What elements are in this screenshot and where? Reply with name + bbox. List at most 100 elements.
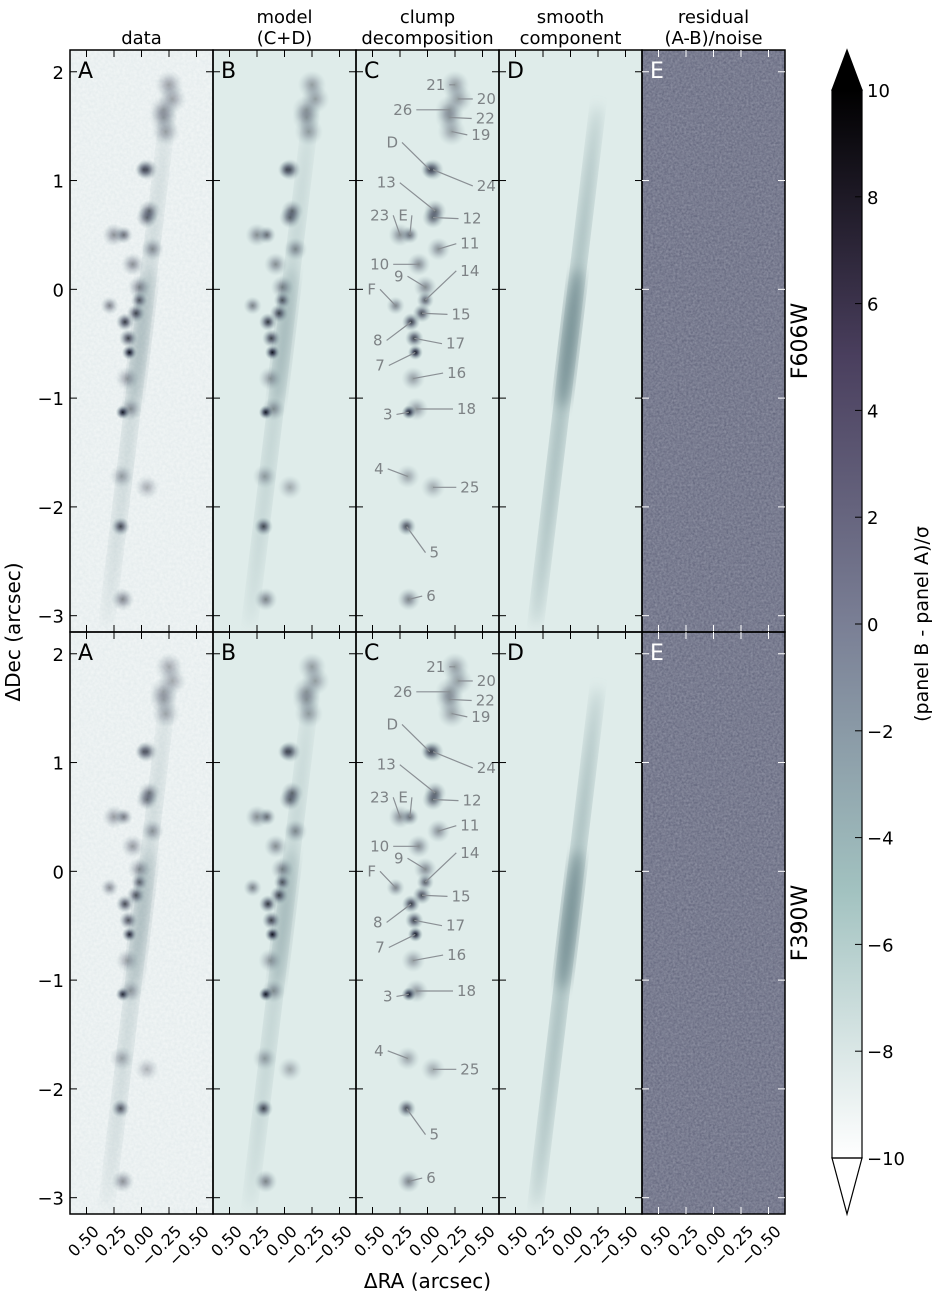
clump-leader-line [421,312,448,315]
clump-5 [397,517,416,536]
clump-leader-line [409,797,413,817]
filter-label: F390W [788,885,813,962]
clump-13 [137,199,161,223]
colorbar-tick-label: 8 [867,188,878,209]
clump-label: 10 [370,255,389,273]
clump-leader-line [386,903,412,923]
clump-17 [262,911,281,930]
clump-15 [126,885,146,905]
clump-leader-line [451,713,468,718]
panel-letter: B [221,59,236,84]
clump-6 [111,1169,135,1193]
clump-e [115,226,133,244]
clump-26 [148,677,179,707]
panel-b-f390w [213,632,356,1214]
clump-label: 17 [446,335,465,353]
colorbar-tick-label: −10 [867,1149,905,1170]
clump-25 [277,475,303,500]
clump-leader-line [401,142,431,171]
clump-label: 5 [430,1126,440,1144]
clump-11 [283,237,308,261]
panel-c-f606w: 3 4 5 6 7 8 9 10 11 12 13 14 15 16 17 18 19 20 21 22 23 24 25 2… [356,50,499,632]
clump-7 [121,926,137,942]
clump-label: 6 [426,1169,436,1187]
clump-label: 17 [446,917,465,935]
colorbar-tick-label: −6 [867,935,894,956]
clump-leader-line [401,724,431,753]
clump-5 [111,1099,130,1118]
colorbar-tick-label: 2 [867,508,878,529]
clump-leader-line [421,894,448,897]
clump-label: 23 [370,206,389,224]
clump-leader-line [438,243,457,250]
clump-16 [401,948,426,973]
clump-label: 9 [394,849,404,867]
x-axis-label: ΔRA (arcsec) [364,1269,491,1293]
clump-7 [121,344,137,360]
clump-6 [254,1169,278,1193]
y-tick-label: 0 [53,862,64,883]
clump-4 [252,464,277,489]
clump-18 [118,397,143,421]
clump-leader-line [387,1050,408,1059]
panel-letter: C [364,59,379,84]
clump-9 [127,275,151,299]
clump-17 [119,911,138,930]
colorbar: 10 8 6 4 2 0 −2 −4 −6 −8 −10 (panel B - panel A)/σ [831,48,933,1217]
clump-4 [109,464,134,489]
clump-label: E [398,788,407,806]
clump-leader-line [379,870,397,889]
filter-label: F606W [788,303,813,380]
clump-e [258,808,276,826]
clump-label: 11 [460,235,479,253]
clump-13 [280,199,304,223]
clump-16 [258,366,283,391]
clump-leader-line [424,852,457,883]
clump-9 [127,857,151,881]
smooth-core [557,268,583,408]
clump-label: 18 [457,400,476,418]
clump-5 [111,517,130,536]
clump-label: 8 [373,913,383,931]
column-title: data [121,28,162,49]
clump-label: 15 [452,305,471,323]
clump-label: 8 [373,331,383,349]
clump-label: 19 [471,126,490,144]
clump-26 [291,677,322,707]
clump-leader-line [432,169,474,187]
clump-f [100,296,119,315]
clump-label: 21 [426,76,445,94]
panel-letter: A [78,59,93,84]
clump-17 [119,329,138,348]
column-title: model [256,7,312,28]
noise-texture [642,632,785,1214]
clump-5 [254,517,273,536]
y-tick-label: −2 [37,498,64,519]
clump-label: 19 [471,708,490,726]
y-tick-label: 1 [53,754,64,775]
clump-9 [270,857,294,881]
clump-label: 15 [452,887,471,905]
y-tick-label: −3 [37,607,64,628]
panel-letter: E [650,641,664,666]
clump-17 [262,329,281,348]
clump-5 [397,1099,416,1118]
clump-7 [264,344,280,360]
clump-label: 3 [383,987,393,1005]
clump-leader-line [396,993,409,998]
column-title: smooth [537,7,604,28]
clump-25 [134,1057,160,1082]
clump-label: 5 [430,544,440,562]
clump-13 [137,781,161,805]
clump-label: 13 [377,174,396,192]
clump-label: 12 [463,210,482,228]
clump-label: D [386,715,398,733]
column-title: residual [678,7,749,28]
panel-grid: 3 4 5 6 7 8 9 10 11 12 13 14 15 16 17 18 19 20 21 22 23 24 25 2… [70,50,785,1214]
clump-leader-line [396,411,409,416]
clump-label: 6 [426,587,436,605]
clump-label: 11 [460,817,479,835]
clump-e [258,226,276,244]
clump-label: 12 [463,792,482,810]
